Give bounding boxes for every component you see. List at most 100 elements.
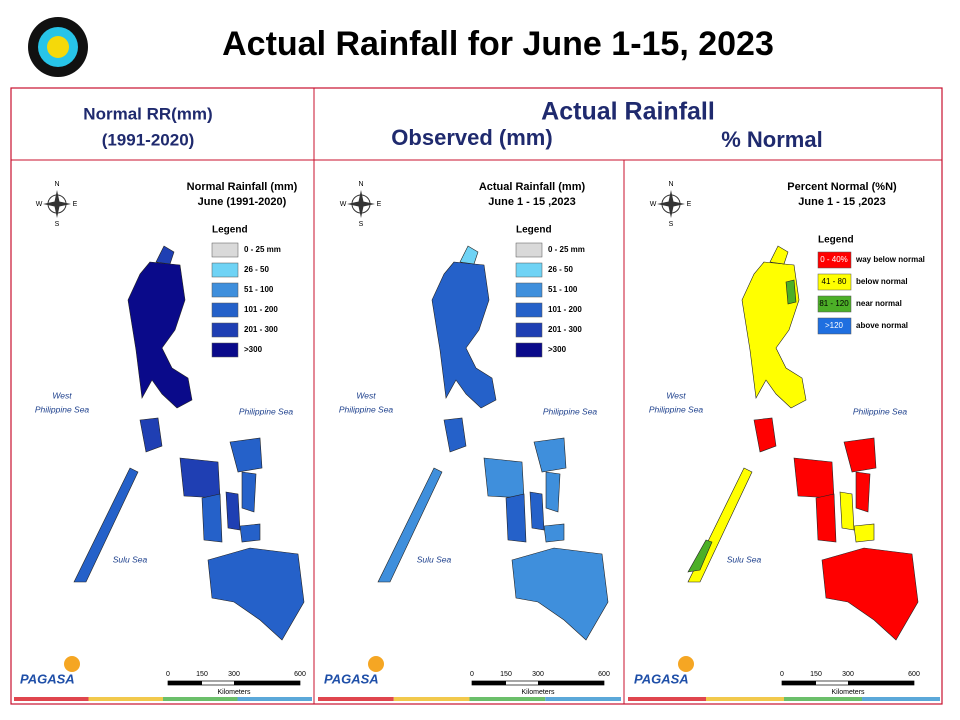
island	[545, 471, 561, 513]
column-header: Normal RR(mm)	[83, 104, 212, 123]
legend-swatch	[817, 295, 852, 313]
compass-label: N	[54, 181, 59, 188]
legend-label: >120	[825, 321, 844, 330]
island	[687, 539, 713, 573]
stripe	[862, 697, 940, 701]
island	[529, 491, 545, 531]
stripe	[14, 697, 89, 701]
sea-label: Sulu Sea	[727, 554, 762, 564]
scale-unit: Kilometers	[521, 689, 555, 696]
legend-swatch	[817, 317, 852, 335]
compass	[657, 190, 685, 218]
legend-description: above normal	[856, 321, 908, 330]
island	[533, 437, 567, 473]
logo	[28, 17, 88, 77]
legend-label: >300	[548, 345, 567, 354]
island	[443, 417, 467, 453]
legend-label: 51 - 100	[548, 285, 578, 294]
sea-label: West	[356, 390, 376, 400]
scale-label: 600	[908, 671, 920, 678]
stripe	[163, 697, 238, 701]
scale-label: 300	[842, 671, 854, 678]
legend-label: 0 - 40%	[820, 255, 848, 264]
compass-label: E	[377, 201, 382, 208]
compass-label: S	[359, 221, 364, 228]
scale-bar	[472, 681, 506, 685]
compass-label: W	[650, 201, 657, 208]
compass-label: S	[669, 221, 674, 228]
map-title: June 1 - 15 ,2023	[488, 196, 575, 208]
stripe	[393, 697, 470, 701]
stripe	[706, 697, 784, 701]
legend-swatch	[515, 302, 543, 318]
scale-label: 150	[810, 671, 822, 678]
island	[543, 523, 565, 543]
island	[853, 523, 875, 543]
map-title: Actual Rainfall (mm)	[479, 181, 586, 193]
legend-title: Legend	[818, 235, 854, 246]
stripe	[545, 697, 621, 701]
legend-swatch	[211, 302, 239, 318]
legend-swatch	[515, 342, 543, 358]
scale-bar	[234, 681, 300, 685]
island	[201, 493, 223, 543]
map-title: Normal Rainfall (mm)	[187, 181, 298, 193]
legend-swatch	[515, 242, 543, 258]
scale-bar	[782, 681, 816, 685]
frame	[10, 87, 943, 705]
island	[239, 523, 261, 543]
stripe	[88, 697, 163, 701]
island	[459, 245, 479, 265]
island	[127, 261, 193, 409]
legend-description: near normal	[856, 299, 902, 308]
island	[241, 471, 257, 513]
stripe	[318, 697, 394, 701]
legend-label: >300	[244, 345, 263, 354]
legend-label: 101 - 200	[548, 305, 582, 314]
scale-label: 150	[500, 671, 512, 678]
legend-description: below normal	[856, 277, 908, 286]
sea-label: West	[666, 390, 686, 400]
legend-swatch	[211, 262, 239, 278]
legend-label: 26 - 50	[244, 265, 269, 274]
legend-swatch	[211, 282, 239, 298]
logo-text: PAGASA	[634, 671, 689, 686]
stripe	[628, 697, 706, 701]
compass-label: S	[55, 221, 60, 228]
sea-label: Philippine Sea	[339, 404, 394, 414]
map-panel: Actual Rainfall (mm) June 1 - 15 ,2023 N S E…	[318, 181, 621, 701]
legend-swatch	[817, 251, 852, 269]
title: Actual Rainfall for June 1-15, 2023	[222, 25, 774, 63]
legend-title: Legend	[516, 225, 552, 236]
logo-mark	[64, 656, 80, 672]
sea-label: Philippine Sea	[239, 406, 294, 416]
scale-bar	[538, 681, 604, 685]
sea-label: Philippine Sea	[35, 404, 90, 414]
column-header: Observed (mm)	[391, 125, 552, 150]
compass-label: N	[668, 181, 673, 188]
legend-label: 81 - 120	[819, 299, 849, 308]
sea-label: Philippine Sea	[649, 404, 704, 414]
legend-swatch	[515, 282, 543, 298]
scale-label: 600	[294, 671, 306, 678]
legend-label: 101 - 200	[244, 305, 278, 314]
legend-swatch	[515, 262, 543, 278]
sea-label: Sulu Sea	[417, 554, 452, 564]
island	[839, 491, 855, 531]
island	[753, 417, 777, 453]
scale-label: 0	[470, 671, 474, 678]
scale-label: 300	[532, 671, 544, 678]
legend-swatch	[817, 273, 852, 291]
column-header: (1991-2020)	[102, 130, 195, 149]
compass	[43, 190, 71, 218]
scale-label: 150	[196, 671, 208, 678]
sea-label: Sulu Sea	[113, 554, 148, 564]
scale-label: 300	[228, 671, 240, 678]
legend-label: 201 - 300	[548, 325, 582, 334]
compass	[347, 190, 375, 218]
compass-label: E	[687, 201, 692, 208]
scale-bar	[168, 681, 202, 685]
island	[207, 547, 305, 641]
compass-label: W	[340, 201, 347, 208]
